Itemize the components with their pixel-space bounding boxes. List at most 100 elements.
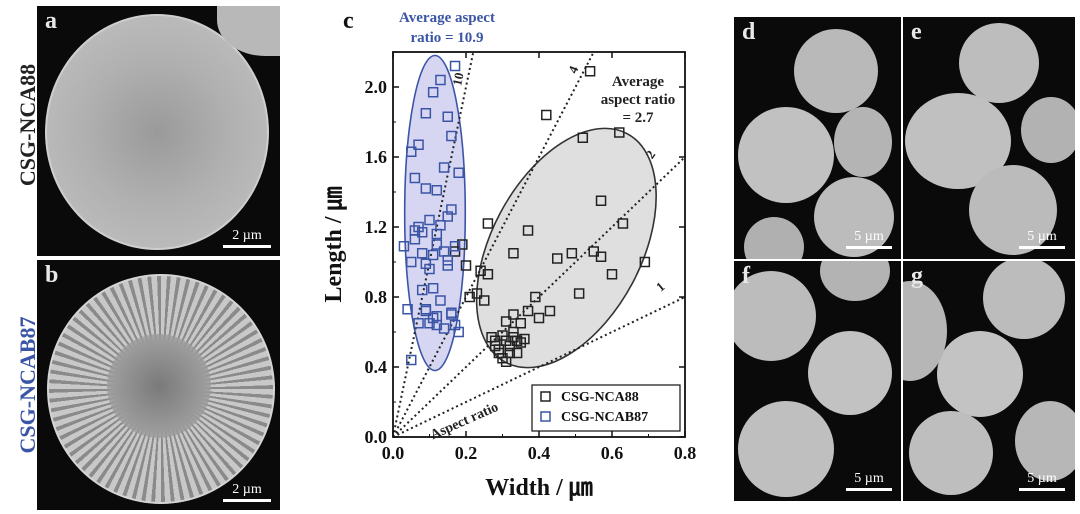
ellipse-nca88 [475, 127, 657, 369]
scale-bar-d-text: 5 µm [854, 229, 884, 244]
particle [820, 261, 890, 301]
scale-bar-d-line [846, 246, 892, 249]
data-point-nca88 [577, 132, 589, 143]
panel-a-micrograph: a 2 µm [37, 6, 280, 256]
scale-bar-e-text: 5 µm [1027, 229, 1057, 244]
legend-entry-label: CSG-NCAB87 [561, 410, 648, 425]
scale-bar-b-line [223, 499, 271, 502]
data-point-ncab87 [416, 227, 428, 238]
data-point-nca88 [584, 66, 596, 77]
data-point-nca88 [573, 288, 585, 299]
x-tick-label: 0.8 [674, 443, 697, 463]
y-tick-label: 1.6 [365, 147, 388, 167]
data-point-ncab87 [449, 241, 461, 252]
data-point-nca88 [606, 269, 618, 280]
data-point-ncab87 [442, 255, 453, 266]
particle [937, 331, 1023, 417]
x-axis-label: Width / ㎛ [485, 475, 593, 502]
aspect-ratio-line-label-1: 1 [653, 279, 668, 295]
panel-g-micrograph: g 5 µm [903, 261, 1075, 501]
series-nca88 [449, 66, 651, 367]
particle [1015, 401, 1075, 481]
data-point-nca88 [500, 316, 512, 327]
data-point-nca88 [595, 251, 607, 262]
data-point-ncab87 [453, 326, 464, 338]
scale-bar-f: 5 µm [846, 471, 892, 491]
aspect-ratio-line-4 [393, 52, 595, 437]
ellipse-ncab87 [403, 54, 467, 372]
data-point-ncab87 [416, 248, 428, 259]
panel-e-micrograph: e 5 µm [903, 17, 1075, 259]
data-point-ncab87 [427, 87, 439, 98]
data-point-ncab87 [424, 263, 435, 275]
data-point-ncab87 [413, 139, 424, 150]
data-point-ncab87 [420, 108, 432, 119]
data-point-nca88 [508, 309, 519, 320]
aspect-ratio-line-label-10: 10 [449, 71, 466, 87]
data-point-ncab87 [449, 319, 461, 331]
scale-bar-a-text: 2 µm [232, 228, 262, 243]
y-axis-label: Length / ㎛ [325, 186, 348, 302]
scale-bar-b-text: 2 µm [232, 482, 262, 497]
scale-bar-d: 5 µm [846, 229, 892, 249]
panel-label-c: c [343, 8, 354, 34]
x-tick-label: 0.2 [455, 443, 478, 463]
x-tick-label: 0.4 [528, 443, 551, 463]
x-tick-label: 0.0 [382, 443, 405, 463]
legend-marker [540, 411, 551, 422]
data-point-ncab87 [427, 283, 439, 294]
data-point-ncab87 [431, 319, 443, 331]
data-point-ncab87 [427, 312, 439, 324]
series-ncab87 [398, 60, 464, 366]
particle [959, 23, 1039, 103]
legend: CSG-NCA88 CSG-NCAB87 [531, 384, 681, 432]
data-point-ncab87 [420, 183, 432, 194]
scale-bar-g-line [1019, 488, 1065, 491]
data-point-nca88 [617, 218, 629, 229]
data-point-ncab87 [438, 323, 450, 334]
data-point-ncab87 [446, 130, 457, 142]
y-tick-label: 2.0 [365, 77, 388, 97]
scale-bar-f-line [846, 488, 892, 491]
data-point-nca88 [544, 305, 556, 317]
data-point-ncab87 [413, 318, 424, 329]
data-point-nca88 [475, 265, 486, 276]
data-point-ncab87 [420, 304, 432, 315]
y-tick-label: 0.4 [365, 357, 388, 377]
annotation-ncab87-line: ratio = 10.9 [410, 30, 483, 46]
data-point-nca88 [515, 318, 526, 329]
data-point-ncab87 [438, 162, 450, 173]
data-point-nca88 [566, 248, 578, 259]
data-point-nca88 [508, 248, 519, 259]
data-point-ncab87 [409, 225, 421, 236]
particle [808, 331, 892, 415]
particle [983, 261, 1065, 339]
scale-bar-a: 2 µm [223, 228, 271, 248]
y-tick-label: 0.8 [365, 287, 388, 307]
particle [738, 107, 834, 203]
legend-marker [540, 391, 551, 402]
data-point-ncab87 [453, 167, 464, 178]
data-point-nca88 [504, 347, 516, 359]
particle [834, 107, 892, 177]
data-point-nca88 [522, 305, 534, 317]
scale-bar-f-text: 5 µm [854, 471, 884, 486]
particle-core [107, 334, 211, 438]
data-point-ncab87 [435, 74, 446, 86]
data-point-ncab87 [406, 256, 417, 268]
scale-bar-e: 5 µm [1019, 229, 1065, 249]
data-point-ncab87 [442, 211, 453, 222]
data-point-ncab87 [446, 204, 457, 215]
data-point-nca88 [464, 291, 475, 303]
particle [794, 29, 878, 113]
y-tick-label: 0.0 [365, 427, 388, 447]
data-point-nca88 [482, 218, 494, 229]
data-point-nca88 [639, 256, 651, 268]
particle [734, 271, 816, 361]
scale-bar-e-line [1019, 246, 1065, 249]
particle [744, 217, 804, 259]
panel-label-b: b [45, 262, 59, 288]
scale-bar-g-text: 5 µm [1027, 471, 1057, 486]
data-point-nca88 [519, 333, 530, 345]
panel-label-a: a [45, 8, 57, 34]
